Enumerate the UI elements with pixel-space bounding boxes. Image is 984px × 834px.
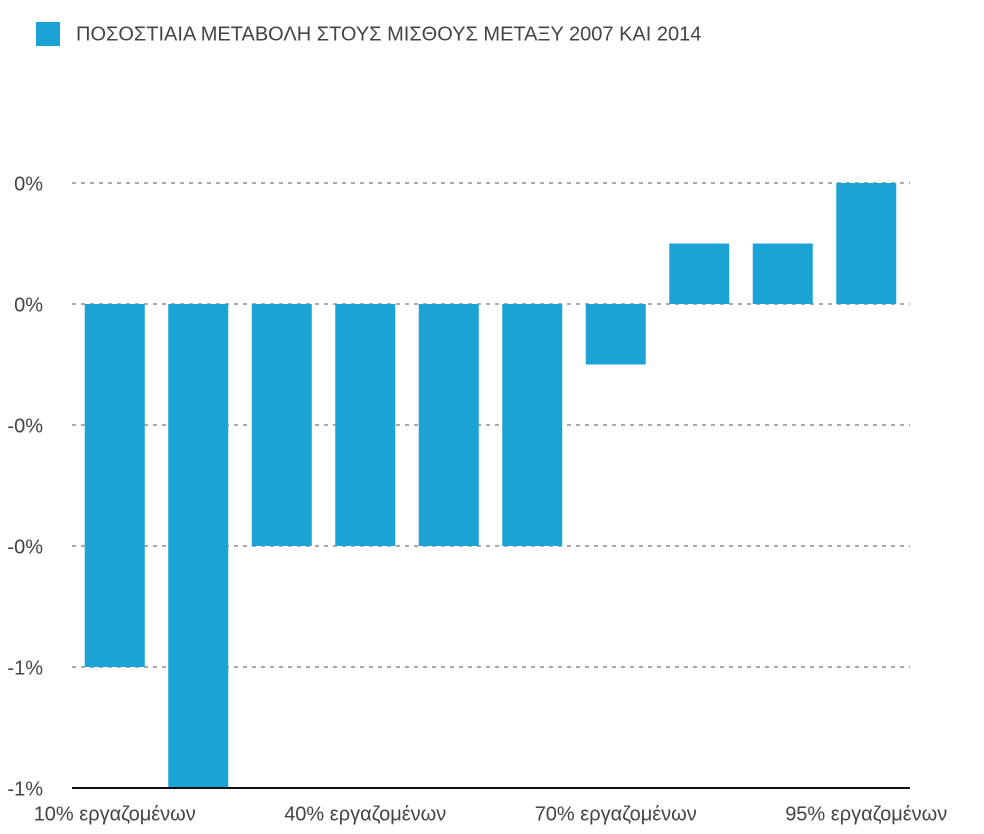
y-tick-label: -1% bbox=[7, 778, 43, 800]
y-tick-label: 0% bbox=[14, 173, 43, 195]
x-tick-label: 10% εργαζομένων bbox=[34, 803, 196, 825]
x-tick-label: 40% εργαζομένων bbox=[284, 803, 446, 825]
bar bbox=[251, 304, 312, 546]
legend-label: ΠΟΣΟΣΤΙΑΙΑ ΜΕΤΑΒΟΛΗ ΣΤΟΥΣ ΜΙΣΘΟΥΣ ΜΕΤΑΞΥ… bbox=[76, 23, 701, 45]
y-tick-label: -0% bbox=[7, 536, 43, 558]
bar bbox=[669, 243, 730, 304]
y-tick-label: -1% bbox=[7, 657, 43, 679]
bar bbox=[752, 243, 813, 304]
bar bbox=[418, 304, 479, 546]
bar bbox=[502, 304, 563, 546]
bar bbox=[168, 304, 229, 788]
bar bbox=[335, 304, 396, 546]
y-tick-label: -0% bbox=[7, 415, 43, 437]
y-tick-label: 0% bbox=[14, 294, 43, 316]
bar bbox=[585, 304, 646, 365]
bar bbox=[836, 183, 897, 304]
x-tick-label: 95% εργαζομένων bbox=[785, 803, 947, 825]
bar bbox=[84, 304, 145, 667]
x-tick-label: 70% εργαζομένων bbox=[535, 803, 697, 825]
legend-swatch bbox=[36, 22, 60, 46]
